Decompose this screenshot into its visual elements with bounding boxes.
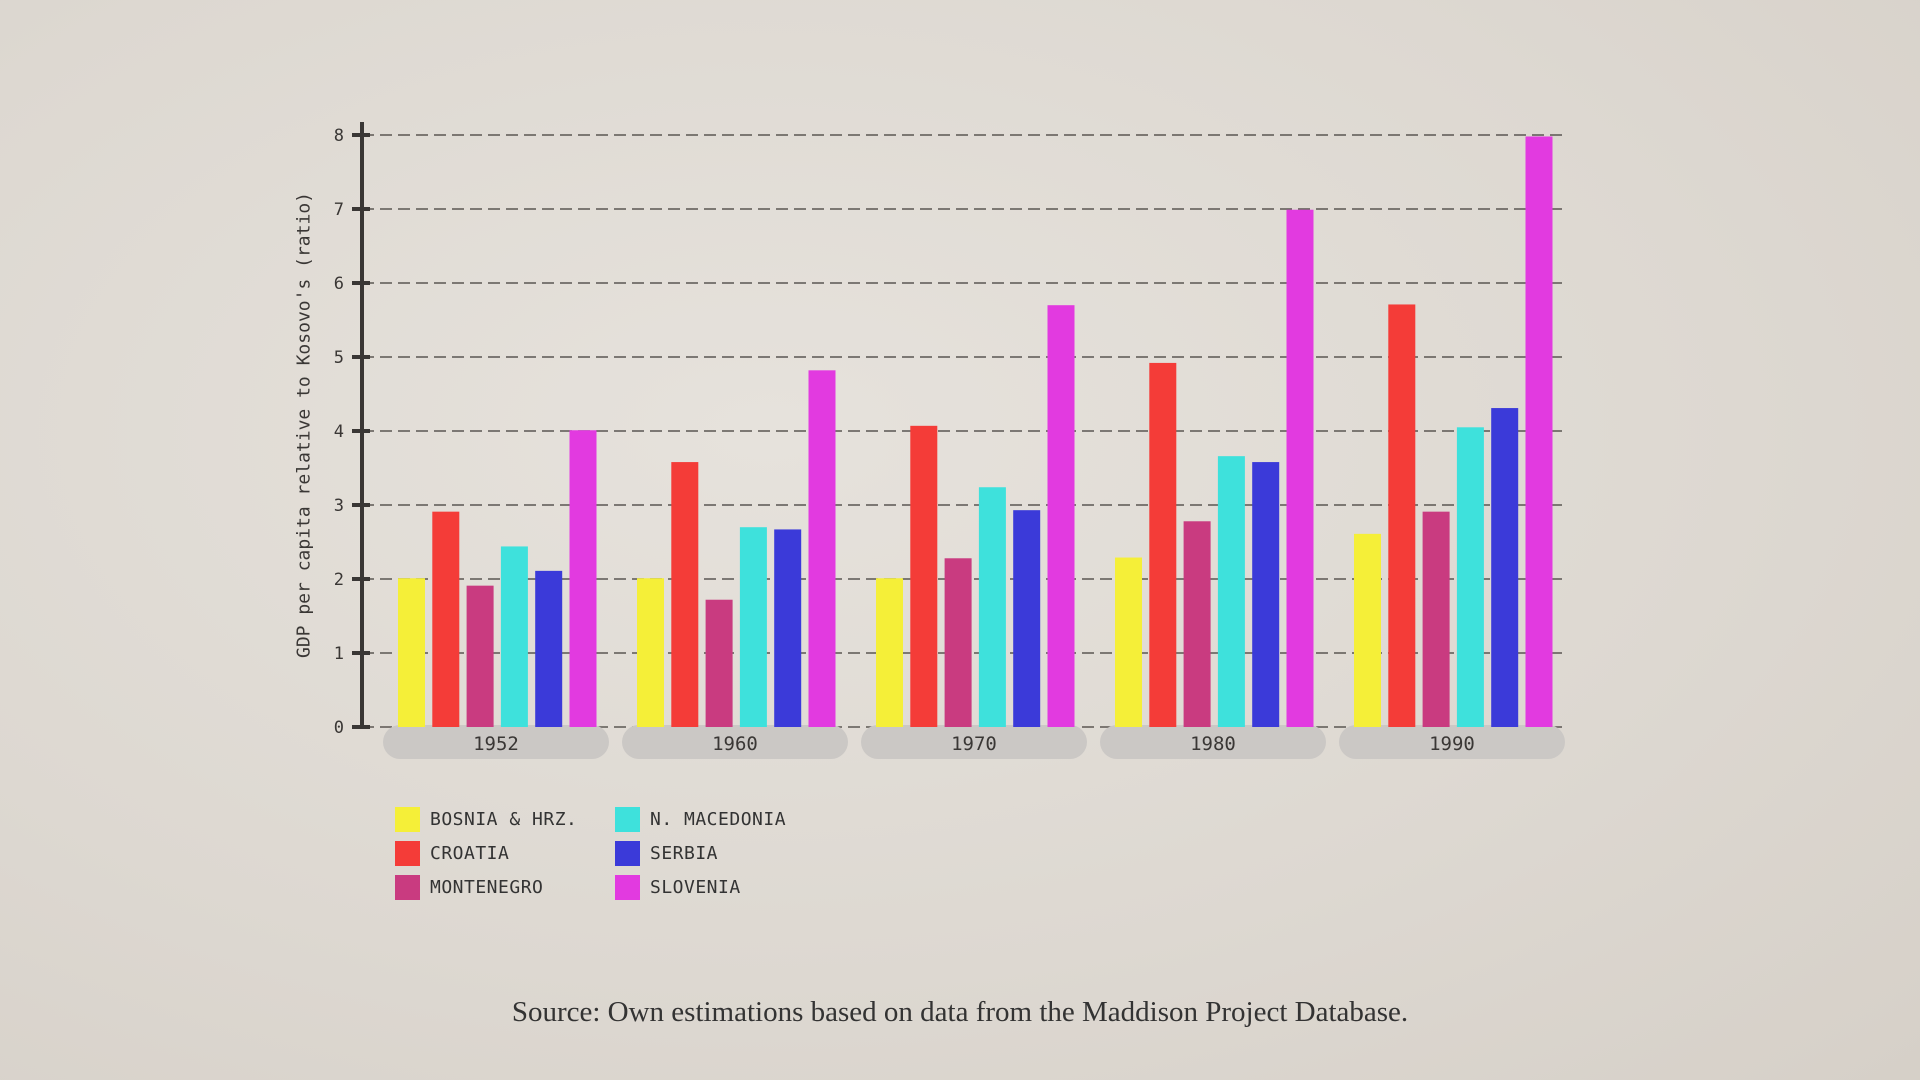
bar-n-macedonia-1980 (1217, 456, 1245, 727)
bar-slovenia-1970 (1047, 305, 1075, 727)
bar-slovenia-1980 (1286, 209, 1314, 728)
category-pill (1100, 725, 1326, 759)
legend-label: CROATIA (430, 842, 510, 864)
y-tick-label: 2 (334, 570, 344, 590)
bar-serbia-1960 (774, 529, 802, 727)
legend-swatch (615, 874, 640, 900)
bar-bosnia-hrz--1990 (1354, 533, 1381, 727)
legend-item-serbia: SERBIA (615, 840, 815, 866)
y-tick-label: 0 (334, 718, 344, 738)
legend-item-macedonia: N. MACEDONIA (615, 806, 815, 832)
bar-montenegro-1952 (466, 585, 494, 727)
legend-swatch (615, 840, 640, 866)
legend: BOSNIA & HRZ. N. MACEDONIA CROATIA SERBI… (395, 806, 815, 900)
bar-n-macedonia-1960 (739, 527, 767, 727)
legend-label: SLOVENIA (650, 876, 741, 898)
legend-swatch (395, 874, 420, 900)
bar-serbia-1990 (1491, 408, 1519, 727)
category-pill (383, 725, 609, 759)
legend-item-montenegro: MONTENEGRO (395, 874, 615, 900)
y-tick-label: 1 (334, 644, 344, 664)
legend-label: BOSNIA & HRZ. (430, 808, 578, 830)
x-tick-label: 1990 (1429, 733, 1475, 755)
bar-croatia-1960 (671, 462, 699, 727)
legend-swatch (395, 840, 420, 866)
bar-croatia-1980 (1149, 362, 1177, 727)
legend-label: SERBIA (650, 842, 719, 864)
bar-montenegro-1980 (1183, 521, 1211, 727)
bar-bosnia-hrz--1960 (637, 578, 664, 727)
bar-slovenia-1990 (1525, 136, 1553, 728)
bar-n-macedonia-1990 (1456, 427, 1484, 727)
bar-croatia-1990 (1388, 304, 1416, 727)
bar-croatia-1952 (432, 511, 460, 727)
y-tick-label: 3 (334, 496, 344, 516)
bar-croatia-1970 (910, 425, 938, 727)
y-tick-label: 8 (334, 126, 344, 146)
bar-montenegro-1990 (1422, 511, 1450, 727)
legend-swatch (615, 806, 640, 832)
category-pill (861, 725, 1087, 759)
bar-slovenia-1960 (808, 370, 836, 727)
source-note: Source: Own estimations based on data fr… (511, 996, 1409, 1028)
x-tick-label: 1970 (951, 733, 997, 755)
bar-serbia-1980 (1252, 462, 1280, 727)
bar-serbia-1952 (535, 570, 563, 727)
legend-label: N. MACEDONIA (650, 808, 787, 830)
y-tick-label: 4 (334, 422, 344, 442)
bar-bosnia-hrz--1952 (398, 578, 425, 727)
bar-n-macedonia-1970 (978, 487, 1006, 727)
category-pill (1339, 725, 1565, 759)
legend-item-croatia: CROATIA (395, 840, 615, 866)
bar-n-macedonia-1952 (500, 546, 528, 727)
category-pill (622, 725, 848, 759)
x-tick-label: 1980 (1190, 733, 1236, 755)
legend-item-slovenia: SLOVENIA (615, 874, 815, 900)
bar-montenegro-1960 (705, 599, 733, 727)
bar-montenegro-1970 (944, 558, 972, 727)
x-tick-label: 1960 (712, 733, 758, 755)
bar-bosnia-hrz--1980 (1115, 557, 1142, 727)
y-axis-label: GDP per capita relative to Kosovo's (rat… (293, 192, 315, 658)
legend-label: MONTENEGRO (430, 876, 544, 898)
bar-slovenia-1952 (569, 430, 597, 727)
bar-serbia-1970 (1013, 510, 1041, 727)
bar-bosnia-hrz--1970 (876, 578, 903, 727)
legend-swatch (395, 806, 420, 832)
y-tick-label: 7 (334, 200, 344, 220)
y-tick-label: 6 (334, 274, 344, 294)
x-tick-label: 1952 (473, 733, 519, 755)
legend-item-bosnia: BOSNIA & HRZ. (395, 806, 615, 832)
y-tick-label: 5 (334, 348, 344, 368)
